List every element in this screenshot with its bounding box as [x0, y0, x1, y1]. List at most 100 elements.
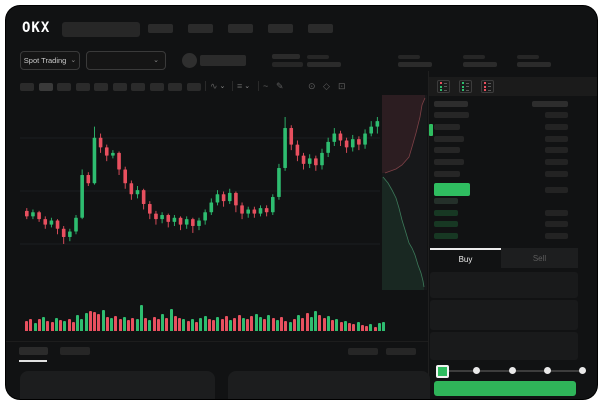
- nav-item[interactable]: [188, 24, 213, 33]
- volume-bar: [105, 317, 109, 331]
- candle: [98, 137, 103, 148]
- volume-bar: [377, 323, 381, 331]
- interval-button[interactable]: [149, 83, 164, 91]
- candle: [68, 231, 72, 238]
- volume-bar: [169, 309, 173, 331]
- market-type-select[interactable]: Spot Trading ⌄: [20, 51, 80, 70]
- volume-bar: [314, 311, 317, 331]
- volume-bar: [173, 316, 177, 331]
- line-tool[interactable]: ~: [263, 79, 268, 93]
- bottom-panel-left: [20, 371, 215, 399]
- volume-bar: [37, 319, 41, 331]
- volume-bar: [339, 322, 343, 331]
- candle: [258, 208, 263, 214]
- slider-handle[interactable]: [436, 365, 449, 378]
- candle: [55, 220, 60, 229]
- candle: [43, 219, 48, 225]
- slider-stop[interactable]: [579, 367, 586, 374]
- candle: [314, 158, 318, 166]
- volume-bar: [93, 312, 96, 331]
- ask-amount-placeholder: [545, 147, 568, 153]
- okx-logo: OKX: [22, 20, 51, 36]
- interval-button[interactable]: [112, 83, 127, 91]
- volume-bar: [365, 326, 368, 331]
- candle: [240, 205, 244, 214]
- bid-price-placeholder: [434, 221, 458, 227]
- order-form-field[interactable]: [430, 300, 578, 330]
- search-input[interactable]: [62, 22, 140, 37]
- slider-stop[interactable]: [473, 367, 481, 374]
- volume-bar: [25, 321, 28, 331]
- pair-select[interactable]: ⌄: [86, 51, 166, 70]
- volume-bar: [331, 320, 334, 331]
- slider-stop[interactable]: [508, 367, 516, 374]
- bid-amount-placeholder: [545, 221, 568, 227]
- nav-item[interactable]: [308, 24, 333, 33]
- interval-button[interactable]: [168, 83, 182, 91]
- interval-button[interactable]: [131, 83, 145, 91]
- volume-bar: [267, 315, 271, 331]
- volume-bar: [71, 322, 75, 331]
- interval-button[interactable]: [75, 83, 90, 91]
- compare-tool[interactable]: ◇: [323, 79, 330, 93]
- candle: [326, 141, 330, 153]
- volume-bar: [237, 315, 241, 331]
- interval-button[interactable]: [186, 83, 201, 91]
- volume-bar: [135, 319, 139, 331]
- combined-book-view-icon[interactable]: [437, 80, 450, 93]
- candle: [301, 155, 306, 164]
- indicator-icon: ∿: [210, 80, 218, 91]
- bottom-tab-1[interactable]: [19, 347, 48, 355]
- bids-book-view-icon[interactable]: [459, 80, 472, 93]
- last-price-highlight[interactable]: [434, 183, 470, 196]
- candle: [264, 208, 269, 213]
- candle: [184, 219, 189, 225]
- bottom-bar-control-1[interactable]: [348, 348, 378, 355]
- asks-book-view-icon[interactable]: [481, 80, 494, 93]
- candlestick-chart[interactable]: [20, 95, 380, 300]
- tab-buy[interactable]: Buy: [430, 248, 501, 268]
- order-form-field[interactable]: [430, 332, 578, 360]
- chevron-down-icon: ⌄: [244, 82, 251, 90]
- nav-item[interactable]: [228, 24, 253, 33]
- volume-bar: [50, 322, 54, 331]
- stat-label-placeholder: [463, 55, 485, 59]
- order-form-field[interactable]: [430, 272, 578, 298]
- candle: [123, 169, 127, 184]
- candle: [31, 212, 35, 217]
- volume-bar: [118, 319, 122, 331]
- ask-amount-placeholder: [545, 136, 568, 142]
- volume-bar: [84, 313, 88, 331]
- candle: [344, 140, 349, 148]
- draw-tool[interactable]: ✎: [276, 79, 284, 93]
- volume-bar: [292, 319, 296, 331]
- candle: [363, 133, 367, 145]
- bottom-bar-control-2[interactable]: [386, 348, 416, 355]
- volume-bar: [195, 322, 198, 331]
- buy-submit-button[interactable]: [434, 381, 576, 396]
- nav-item[interactable]: [148, 24, 173, 33]
- nav-item[interactable]: [268, 24, 293, 33]
- fullscreen-tool[interactable]: ⊡: [338, 79, 346, 93]
- bid-amount-placeholder: [545, 233, 568, 239]
- chart-style-select[interactable]: ≡ ⌄: [237, 79, 250, 93]
- depth-chart: [382, 95, 427, 290]
- screenshot-tool[interactable]: ⊙: [308, 79, 316, 93]
- volume-bar: [343, 321, 347, 331]
- candle: [154, 213, 158, 220]
- candle: [289, 128, 294, 145]
- interval-button[interactable]: [20, 83, 34, 91]
- interval-button[interactable]: [94, 83, 108, 91]
- volume-bar: [246, 319, 249, 331]
- tab-sell[interactable]: Sell: [501, 248, 578, 268]
- slider-stop[interactable]: [543, 367, 551, 374]
- bottom-tab-2[interactable]: [60, 347, 90, 355]
- volume-bar: [271, 318, 275, 331]
- last-price-amount-placeholder: [545, 187, 568, 193]
- interval-button[interactable]: [57, 83, 71, 91]
- wave-icon: ~: [263, 81, 269, 91]
- interval-button[interactable]: [38, 83, 53, 91]
- indicator-select[interactable]: ∿ ⌄: [210, 79, 225, 93]
- volume-bar: [220, 319, 224, 331]
- volume-bar: [110, 318, 113, 331]
